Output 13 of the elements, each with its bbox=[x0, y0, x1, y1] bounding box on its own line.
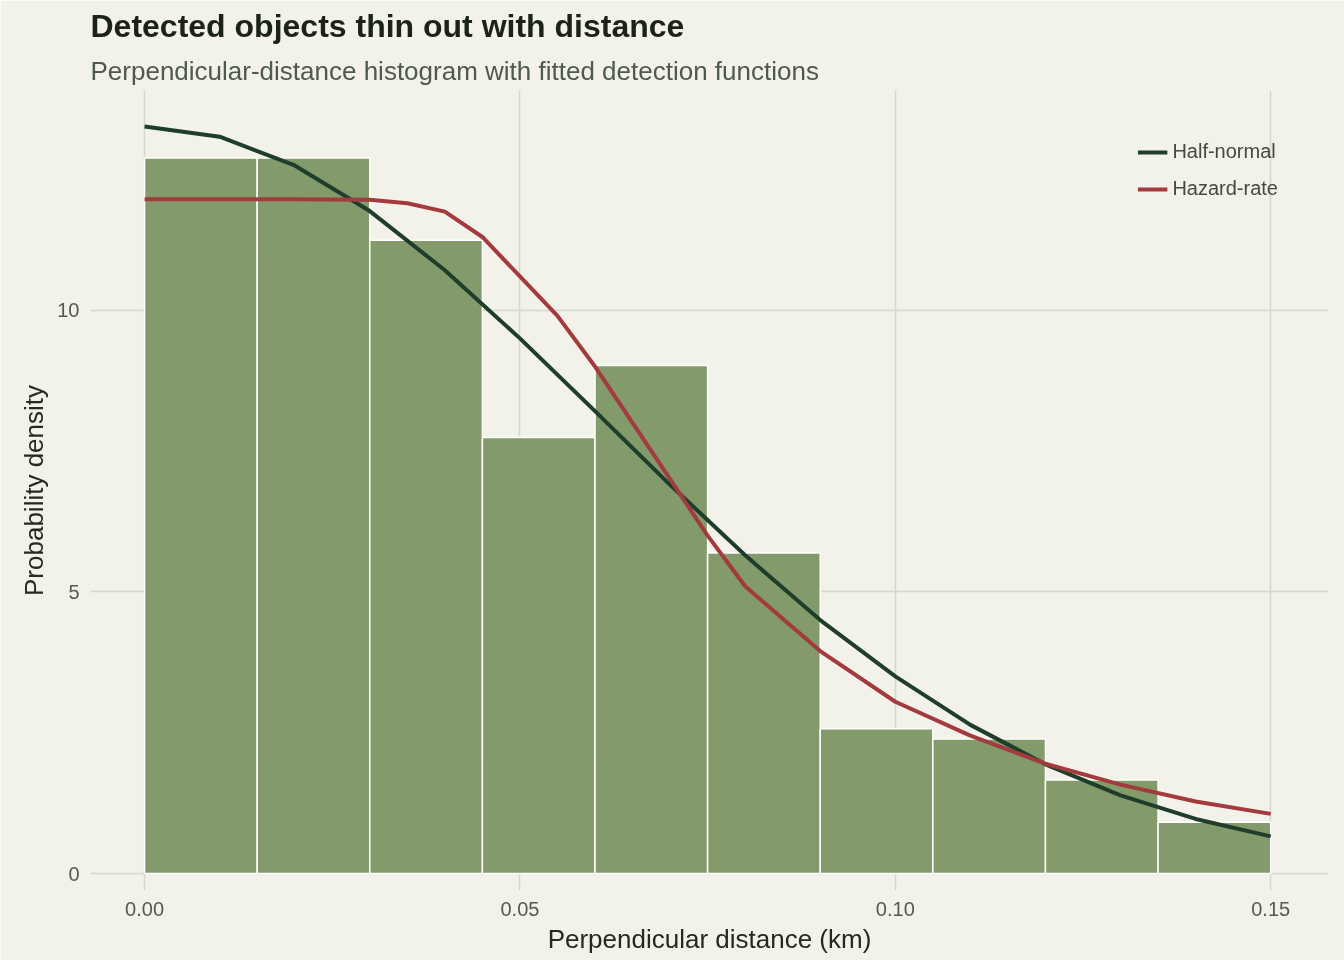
y-axis-title: Probability density bbox=[19, 385, 50, 596]
x-tick-label: 0.00 bbox=[125, 897, 165, 920]
y-tick-label: 10 bbox=[57, 299, 80, 322]
y-tick-label: 0 bbox=[68, 862, 80, 885]
x-tick-label: 0.15 bbox=[1251, 897, 1291, 920]
legend-label: Hazard-rate bbox=[1172, 177, 1278, 200]
chart-title: Detected objects thin out with distance bbox=[90, 7, 685, 44]
x-tick-label: 0.10 bbox=[875, 897, 915, 920]
y-tick-label: 5 bbox=[68, 580, 80, 603]
legend-label: Half-normal bbox=[1172, 140, 1276, 163]
chart-subtitle: Perpendicular-distance histogram with fitted detection functions bbox=[90, 55, 819, 86]
x-tick-label: 0.05 bbox=[500, 897, 540, 920]
x-axis-title: Perpendicular distance (km) bbox=[547, 923, 872, 954]
